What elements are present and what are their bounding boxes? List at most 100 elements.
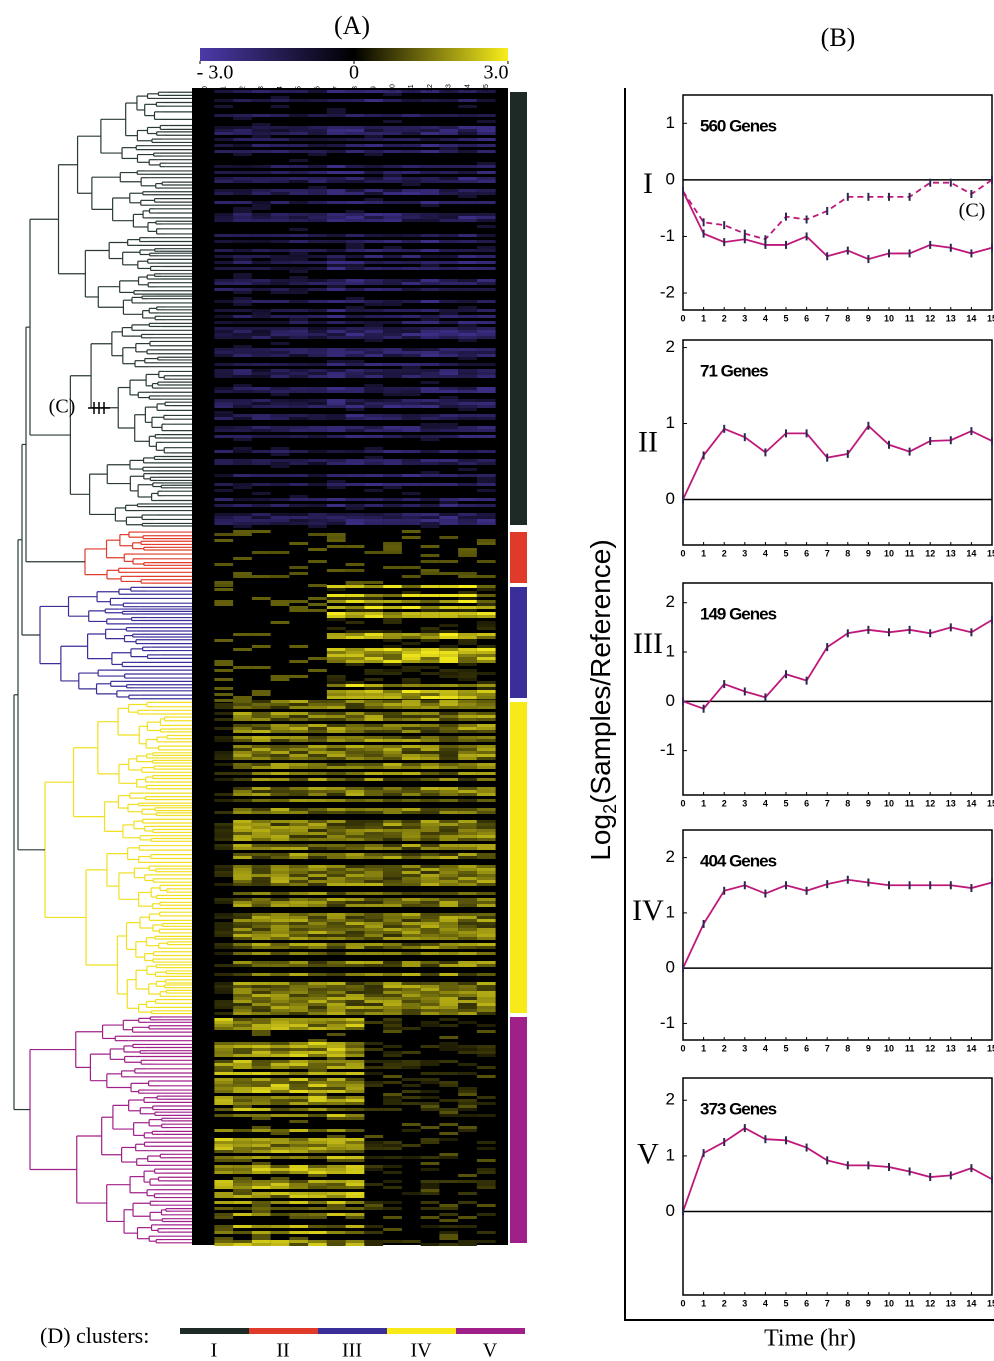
heatmap-cell	[251, 135, 271, 138]
heatmap-cell	[270, 363, 290, 366]
heatmap-cell	[439, 177, 459, 180]
heatmap-cell	[364, 961, 384, 964]
heatmap-cell	[345, 255, 365, 258]
x-tick-label: 7	[825, 1043, 830, 1053]
heatmap-cell	[364, 90, 384, 93]
heatmap-cell	[401, 790, 421, 793]
heatmap-cell	[308, 808, 327, 811]
heatmap-cell	[458, 985, 477, 988]
heatmap-cell	[214, 1087, 234, 1090]
heatmap-cell	[439, 267, 459, 270]
heatmap-cell	[308, 826, 327, 829]
heatmap-cell	[270, 600, 290, 603]
heatmap-cell	[326, 138, 346, 141]
heatmap-cell	[270, 1078, 290, 1081]
heatmap-cell	[289, 1243, 309, 1246]
heatmap-cell	[476, 946, 496, 949]
heatmap-cell	[345, 931, 365, 934]
series-line	[682, 190, 993, 261]
heatmap-cell	[383, 1102, 402, 1105]
heatmap-cell	[420, 545, 440, 548]
heatmap-cell	[233, 838, 252, 841]
heatmap-cell	[289, 865, 309, 868]
heatmap-cell	[308, 706, 327, 709]
heatmap-cell	[345, 1027, 365, 1030]
heatmap-cell	[458, 648, 477, 651]
heatmap-cell	[289, 318, 309, 321]
heatmap-cell	[401, 838, 421, 841]
heatmap-cell	[270, 219, 290, 222]
heatmap-cell	[458, 1003, 477, 1006]
heatmap-cell	[401, 994, 421, 997]
heatmap-cell	[233, 1105, 252, 1108]
heatmap-cell	[289, 1120, 309, 1123]
heatmap-cell	[458, 1099, 477, 1102]
heatmap-cell	[214, 934, 234, 937]
heatmap-cell	[308, 835, 327, 838]
heatmap-cell	[383, 672, 402, 675]
heatmap-cell	[345, 192, 365, 195]
heatmap-cell	[326, 1144, 346, 1147]
heatmap-cell	[420, 654, 440, 657]
heatmap-cell	[270, 1240, 290, 1243]
heatmap-cell	[251, 934, 271, 937]
heatmap-cell	[270, 414, 290, 417]
heatmap-cell	[345, 748, 365, 751]
heatmap-cell	[420, 690, 440, 693]
heatmap-cell	[233, 715, 252, 718]
heatmap-cell	[420, 660, 440, 663]
heatmap-cell	[289, 880, 309, 883]
heatmap-cell	[233, 216, 252, 219]
heatmap-cell	[420, 264, 440, 267]
heatmap-cell	[270, 498, 290, 501]
heatmap-cell	[233, 829, 252, 832]
heatmap-cell	[383, 1054, 402, 1057]
x-tick-label: 4	[763, 313, 768, 323]
heatmap-cell	[420, 459, 440, 462]
heatmap-cell	[326, 189, 346, 192]
heatmap-cell	[383, 820, 402, 823]
heatmap-cell	[270, 1006, 290, 1009]
heatmap-cell	[476, 715, 496, 718]
heatmap-cell	[401, 426, 421, 429]
heatmap-cell	[458, 745, 477, 748]
heatmap-cell	[308, 856, 327, 859]
heatmap-cell	[326, 240, 346, 243]
heatmap-cell	[420, 267, 440, 270]
heatmap-cell	[233, 931, 252, 934]
heatmap-cell	[439, 826, 459, 829]
heatmap-cell	[326, 787, 346, 790]
heatmap-cell	[401, 820, 421, 823]
heatmap-cell	[364, 603, 384, 606]
heatmap-cell	[214, 739, 234, 742]
heatmap-cell	[270, 811, 290, 814]
heatmap-cell	[345, 333, 365, 336]
heatmap-cell	[476, 739, 496, 742]
heatmap-cell	[476, 1012, 496, 1015]
heatmap-cell	[233, 778, 252, 781]
heatmap-cell	[476, 654, 496, 657]
heatmap-cell	[251, 829, 271, 832]
heatmap-cell	[458, 255, 477, 258]
heatmap-cell	[458, 919, 477, 922]
heatmap-cell	[289, 766, 309, 769]
heatmap-cell	[251, 144, 271, 147]
heatmap-cell	[326, 865, 346, 868]
colorbar	[200, 48, 508, 61]
heatmap-cell	[401, 519, 421, 522]
heatmap-cell	[289, 988, 309, 991]
x-tick-label: 10	[884, 1043, 894, 1053]
heatmap-cell	[476, 114, 496, 117]
heatmap-cell	[326, 435, 346, 438]
heatmap-cell	[439, 1219, 459, 1222]
heatmap-cell	[326, 234, 346, 237]
heatmap-cell	[420, 1183, 440, 1186]
heatmap-cell	[476, 219, 496, 222]
heatmap-cell	[401, 1084, 421, 1087]
heatmap-cell	[383, 808, 402, 811]
heatmap-cell	[326, 1192, 346, 1195]
heatmap-cell	[345, 1021, 365, 1024]
heatmap-cell	[383, 240, 402, 243]
heatmap-cell	[289, 790, 309, 793]
heatmap-cell	[270, 1027, 290, 1030]
